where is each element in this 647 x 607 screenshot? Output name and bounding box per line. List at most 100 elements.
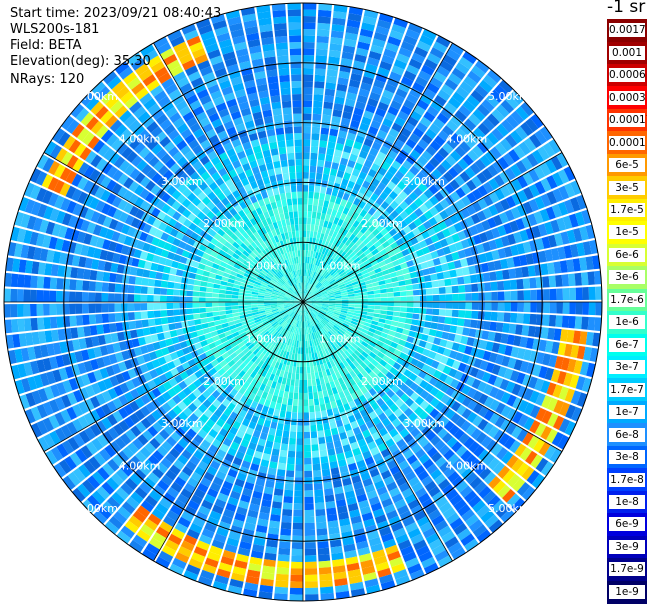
ray-gate: [209, 545, 223, 556]
ray-gate: [506, 394, 517, 407]
ray-gate: [55, 210, 66, 224]
ray-gate: [250, 378, 258, 387]
ray-gate: [318, 322, 324, 329]
ray-gate: [331, 373, 338, 381]
ray-gate: [463, 490, 477, 503]
ray-gate: [175, 247, 184, 256]
ray-gate: [256, 322, 264, 328]
ray-gate: [370, 44, 384, 55]
ray-gate: [478, 79, 493, 93]
ray-gate: [303, 152, 310, 160]
ray-gate: [409, 212, 419, 221]
ray-gate: [341, 273, 348, 279]
ray-gate: [337, 218, 344, 227]
ray-gate: [287, 457, 295, 465]
ray-gate: [369, 324, 378, 330]
ray-gate: [123, 114, 137, 128]
ray-gate: [214, 498, 227, 509]
ray-gate: [542, 276, 550, 288]
ray-gate: [198, 403, 208, 414]
ray-gate: [200, 439, 211, 450]
ray-gate: [395, 88, 408, 99]
ray-gate: [387, 302, 394, 307]
ray-gate: [262, 565, 276, 574]
ray-gate: [331, 386, 338, 395]
ray-gate: [546, 175, 558, 190]
ray-gate: [30, 406, 42, 421]
ray-gate: [374, 480, 385, 490]
ray-gate: [244, 582, 259, 591]
ray-gate: [408, 221, 417, 231]
ray-gate: [322, 389, 329, 398]
ray-gate: [353, 183, 362, 192]
ray-gate: [207, 376, 217, 385]
ray-gate: [465, 514, 479, 527]
ray-gate: [489, 399, 500, 412]
ray-gate: [314, 404, 321, 412]
ray-gate: [587, 271, 595, 285]
ray-gate: [154, 349, 164, 358]
ray-gate: [303, 289, 305, 296]
ray-gate: [217, 492, 229, 503]
ray-gate: [338, 369, 346, 378]
ray-gate: [316, 521, 327, 530]
ray-gate: [314, 280, 320, 287]
ray-gate: [268, 365, 274, 374]
ray-gate: [476, 141, 489, 154]
ray-gate: [312, 107, 322, 115]
ray-gate: [251, 456, 261, 466]
ray-gate: [219, 486, 231, 497]
ray-gate: [425, 430, 437, 442]
ray-gate: [272, 289, 280, 293]
ray-gate: [115, 86, 130, 100]
ray-gate: [311, 326, 315, 333]
ray-gate: [284, 282, 290, 289]
ray-gate: [175, 551, 190, 564]
ray-gate: [281, 285, 288, 291]
ray-gate: [335, 302, 342, 304]
ray-gate: [385, 438, 396, 448]
ray-gate: [240, 494, 251, 503]
ray-gate: [135, 320, 143, 329]
ray-gate: [226, 249, 235, 256]
ray-gate: [406, 64, 420, 76]
ray-gate: [363, 248, 371, 256]
ray-gate: [374, 329, 382, 336]
ray-gate: [508, 323, 517, 334]
ray-gate: [288, 310, 294, 316]
ray-gate: [249, 463, 260, 472]
ray-gate: [287, 289, 293, 295]
ray-gate: [343, 265, 351, 272]
ray-gate: [177, 546, 192, 558]
ray-gate: [422, 527, 437, 539]
ray-gate: [463, 318, 472, 328]
ray-gate: [306, 283, 309, 290]
ray-gate: [266, 342, 273, 350]
ray-gate: [401, 360, 410, 369]
ray-gate: [17, 289, 24, 302]
ray-gate: [261, 329, 268, 335]
ray-gate: [345, 231, 353, 239]
ray-gate: [344, 490, 356, 499]
ray-gate: [432, 294, 440, 302]
ray-gate: [554, 233, 564, 247]
ray-gate: [321, 342, 327, 350]
ray-gate: [93, 510, 108, 525]
ray-gate: [549, 302, 557, 314]
ray-gate: [339, 314, 347, 318]
ray-gate: [198, 244, 207, 252]
ray-gate: [156, 211, 167, 221]
ray-gate: [187, 383, 197, 392]
ray-gate: [219, 261, 228, 268]
ray-gate: [83, 165, 95, 179]
ray-gate: [91, 258, 100, 270]
ray-gate: [316, 384, 322, 392]
ray-gate: [304, 289, 306, 296]
ray-gate: [380, 264, 388, 272]
ray-gate: [101, 303, 109, 313]
ray-gate: [400, 383, 410, 393]
ray-gate: [73, 433, 85, 448]
ray-gate: [79, 387, 90, 400]
ray-gate: [421, 150, 433, 161]
ray-gate: [270, 297, 278, 300]
